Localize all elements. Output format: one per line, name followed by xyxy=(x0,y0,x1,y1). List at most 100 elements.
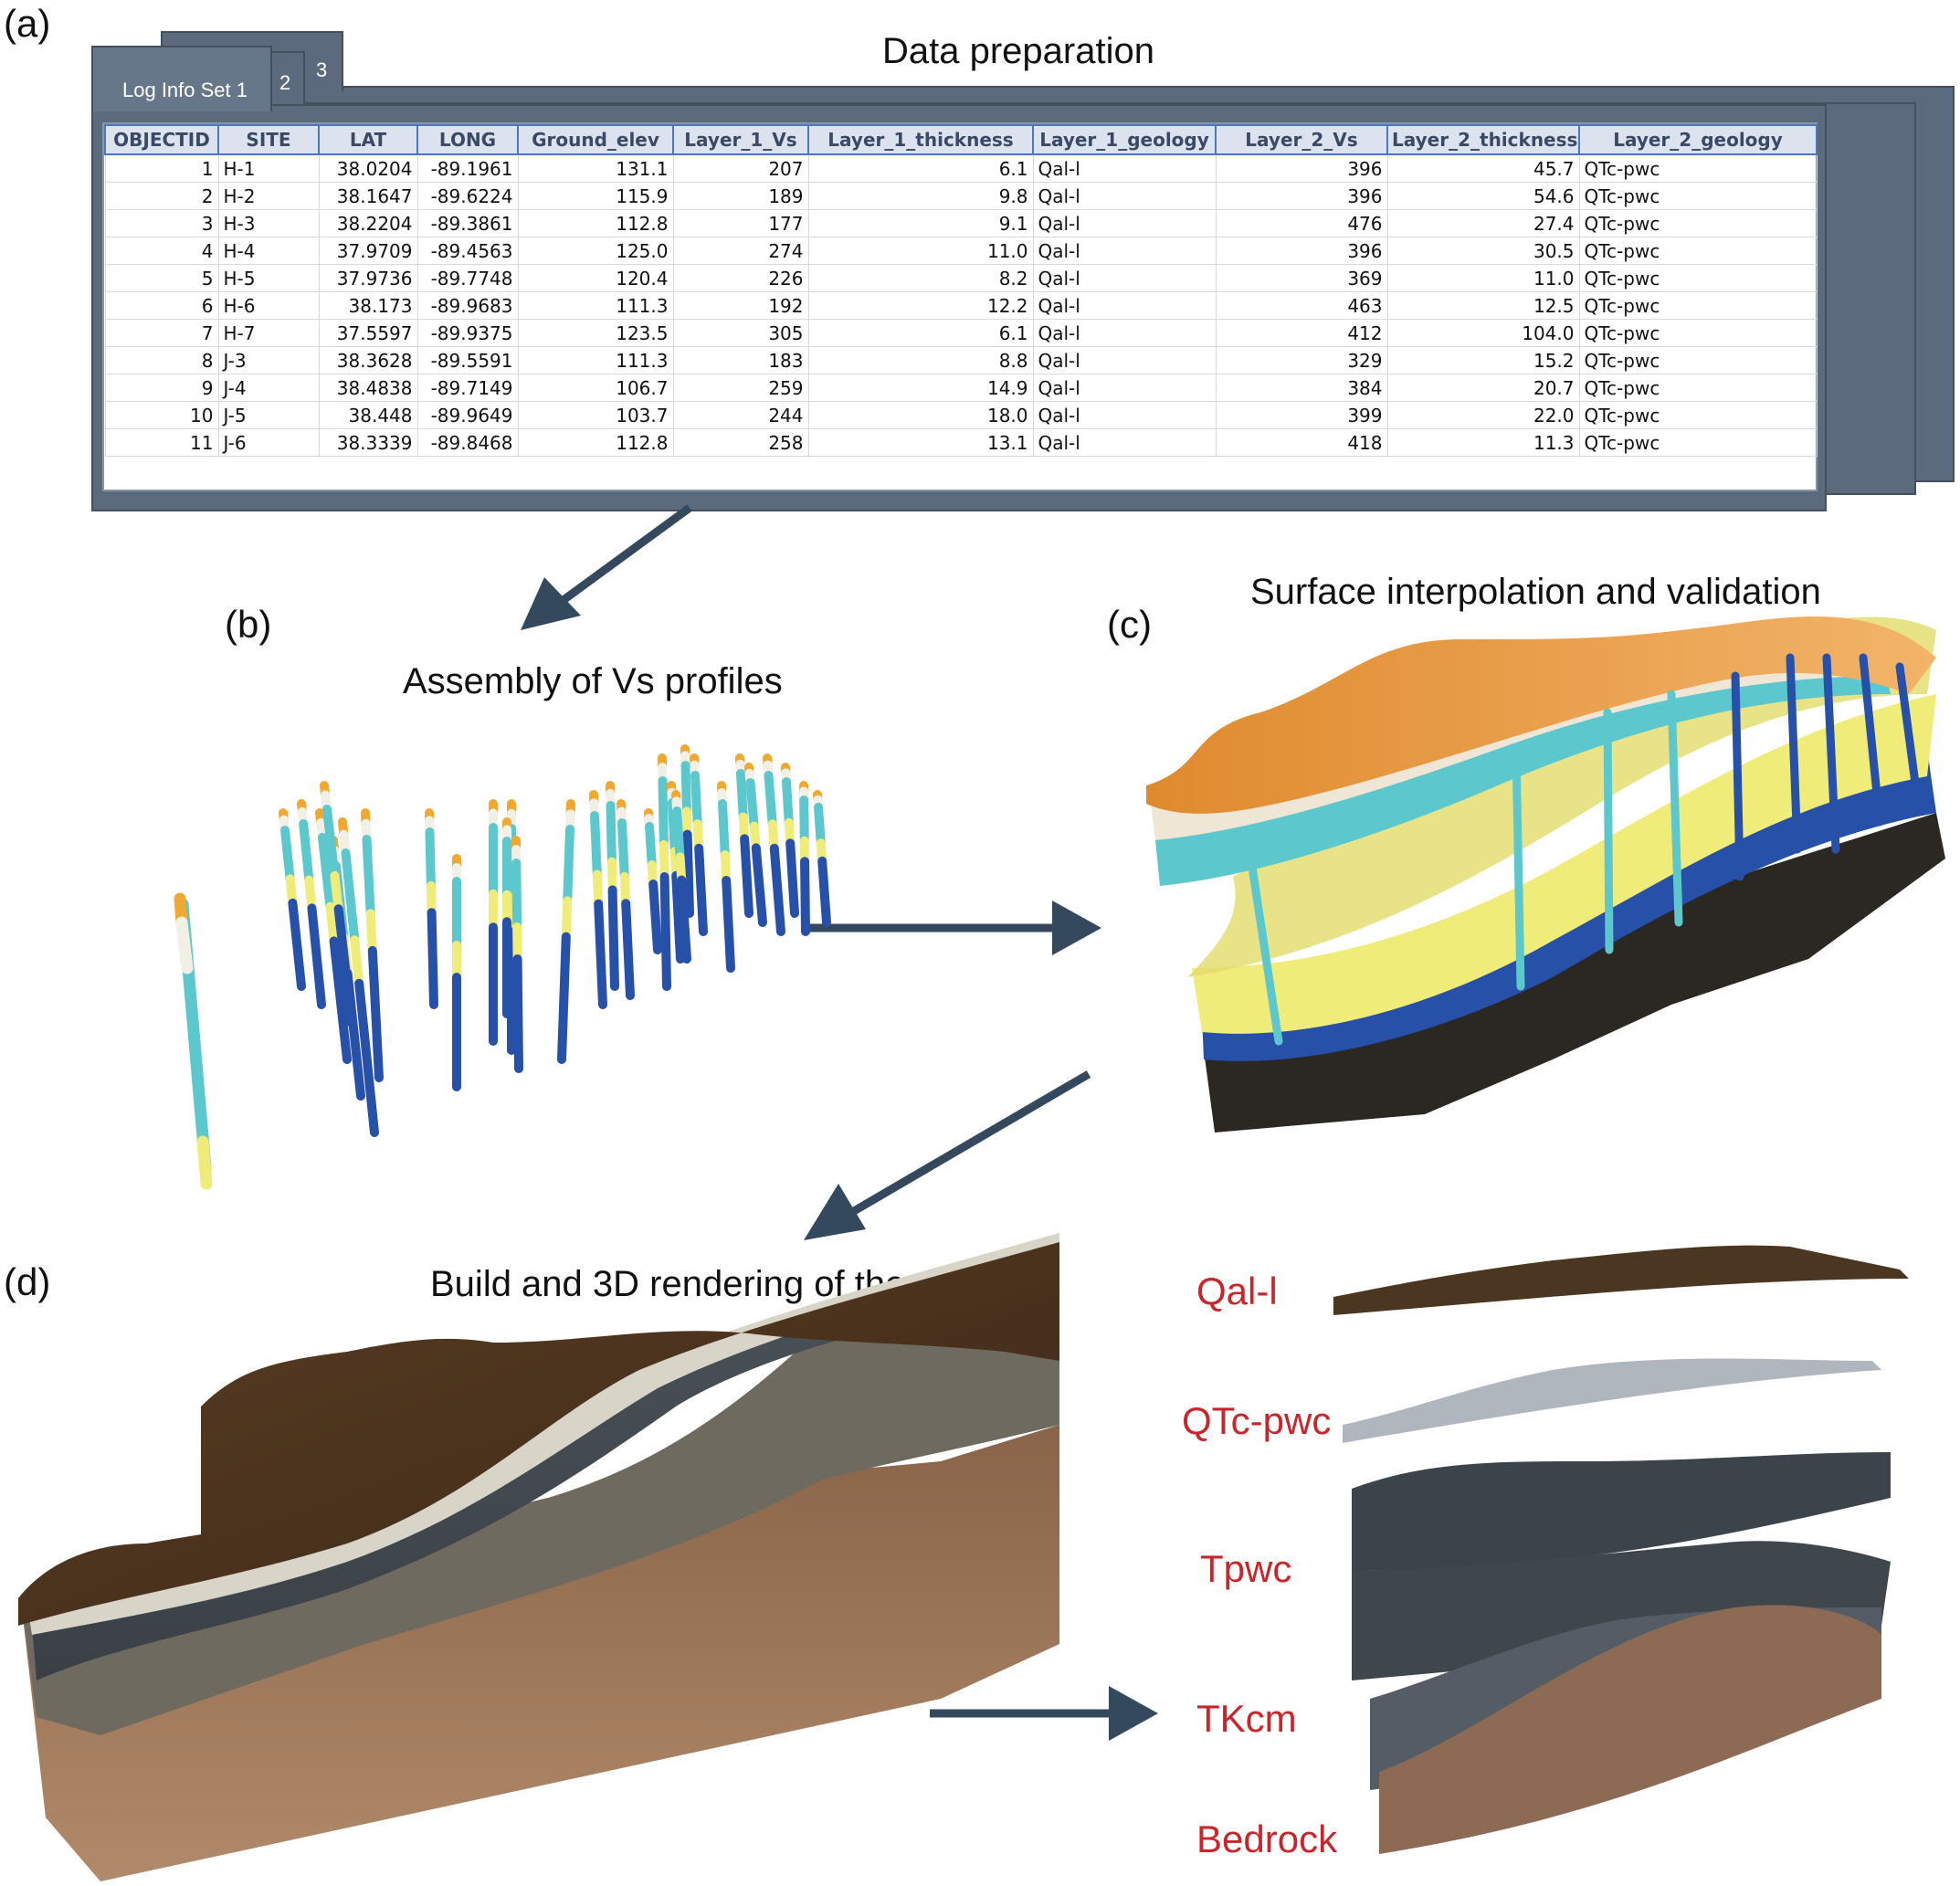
table-cell[interactable]: QTc-pwc xyxy=(1578,319,1818,347)
table-cell[interactable]: 259 xyxy=(672,374,809,402)
table-cell[interactable]: Qal-l xyxy=(1032,182,1217,210)
table-cell[interactable]: 3 xyxy=(104,209,219,237)
table-cell[interactable]: 12.2 xyxy=(807,291,1034,320)
table-cell[interactable]: 177 xyxy=(672,209,809,237)
table-cell[interactable]: 11.0 xyxy=(1386,264,1580,292)
table-cell[interactable]: 274 xyxy=(672,237,809,265)
table-cell[interactable]: 120.4 xyxy=(517,264,674,292)
table-row[interactable]: 5 H-5 37.9736 -89.7748 120.4 226 8.2 Qal-l 369 11… xyxy=(104,264,1818,292)
table-cell[interactable]: 125.0 xyxy=(517,237,674,265)
table-cell[interactable]: 12.5 xyxy=(1386,291,1580,320)
table-cell[interactable]: 6 xyxy=(104,291,219,320)
table-row[interactable]: 6 H-6 38.173 -89.9683 111.3 192 12.2 Qal-l 463 12… xyxy=(104,291,1818,320)
table-row[interactable]: 9 J-4 38.4838 -89.7149 106.7 259 14.9 Qal-l 384 2… xyxy=(104,374,1818,402)
table-row[interactable]: 2 H-2 38.1647 -89.6224 115.9 189 9.8 Qal-l 396 54… xyxy=(104,182,1818,210)
table-cell[interactable]: QTc-pwc xyxy=(1578,428,1818,457)
table-cell[interactable]: 14.9 xyxy=(807,374,1034,402)
column-header[interactable]: Layer_1_thickness xyxy=(807,124,1034,155)
table-cell[interactable]: 396 xyxy=(1215,237,1388,265)
table-cell[interactable]: Qal-l xyxy=(1032,374,1217,402)
table-cell[interactable]: 38.173 xyxy=(318,291,418,320)
table-row[interactable]: 4 H-4 37.9709 -89.4563 125.0 274 11.0 Qal-l 396 3… xyxy=(104,237,1818,265)
column-header[interactable]: Layer_2_Vs xyxy=(1215,124,1388,155)
table-cell[interactable]: J-5 xyxy=(217,401,320,429)
table-row[interactable]: 1 H-1 38.0204 -89.1961 131.1 207 6.1 Qal-l 396 45… xyxy=(104,153,1818,183)
table-cell[interactable]: -89.9375 xyxy=(416,319,519,347)
table-row[interactable]: 8 J-3 38.3628 -89.5591 111.3 183 8.8 Qal-l 329 15… xyxy=(104,346,1818,374)
table-cell[interactable]: 226 xyxy=(672,264,809,292)
table-cell[interactable]: 476 xyxy=(1215,209,1388,237)
table-cell[interactable]: 5 xyxy=(104,264,219,292)
table-cell[interactable]: 305 xyxy=(672,319,809,347)
column-header[interactable]: Layer_2_geology xyxy=(1578,124,1818,155)
table-cell[interactable]: 329 xyxy=(1215,346,1388,374)
table-cell[interactable]: 18.0 xyxy=(807,401,1034,429)
table-cell[interactable]: 37.9709 xyxy=(318,237,418,265)
table-cell[interactable]: -89.8468 xyxy=(416,428,519,457)
table-cell[interactable]: H-4 xyxy=(217,237,320,265)
table-cell[interactable]: -89.6224 xyxy=(416,182,519,210)
column-header[interactable]: Layer_2_thickness xyxy=(1386,124,1580,155)
table-cell[interactable]: 258 xyxy=(672,428,809,457)
column-header[interactable]: SITE xyxy=(217,124,320,155)
table-cell[interactable]: 384 xyxy=(1215,374,1388,402)
column-header[interactable]: Layer_1_geology xyxy=(1032,124,1217,155)
table-cell[interactable]: 38.4838 xyxy=(318,374,418,402)
table-cell[interactable]: QTc-pwc xyxy=(1578,264,1818,292)
table-cell[interactable]: -89.4563 xyxy=(416,237,519,265)
table-cell[interactable]: Qal-l xyxy=(1032,401,1217,429)
table-cell[interactable]: 11.3 xyxy=(1386,428,1580,457)
table-cell[interactable]: J-6 xyxy=(217,428,320,457)
table-cell[interactable]: 7 xyxy=(104,319,219,347)
table-cell[interactable]: 396 xyxy=(1215,153,1388,183)
table-cell[interactable]: Qal-l xyxy=(1032,291,1217,320)
table-cell[interactable]: 8.8 xyxy=(807,346,1034,374)
table-cell[interactable]: -89.9683 xyxy=(416,291,519,320)
table-cell[interactable]: 123.5 xyxy=(517,319,674,347)
table-row[interactable]: 11 J-6 38.3339 -89.8468 112.8 258 13.1 Qal-l 418… xyxy=(104,428,1818,457)
table-cell[interactable]: Qal-l xyxy=(1032,428,1217,457)
table-cell[interactable]: 106.7 xyxy=(517,374,674,402)
table-cell[interactable]: QTc-pwc xyxy=(1578,237,1818,265)
table-cell[interactable]: J-3 xyxy=(217,346,320,374)
table-cell[interactable]: -89.9649 xyxy=(416,401,519,429)
column-header[interactable]: LAT xyxy=(318,124,418,155)
table-cell[interactable]: 399 xyxy=(1215,401,1388,429)
table-cell[interactable]: Qal-l xyxy=(1032,264,1217,292)
table-cell[interactable]: 369 xyxy=(1215,264,1388,292)
column-header[interactable]: OBJECTID xyxy=(104,124,219,155)
table-cell[interactable]: 207 xyxy=(672,153,809,183)
table-cell[interactable]: -89.3861 xyxy=(416,209,519,237)
table-cell[interactable]: 112.8 xyxy=(517,209,674,237)
column-header[interactable]: LONG xyxy=(416,124,519,155)
table-cell[interactable]: 104.0 xyxy=(1386,319,1580,347)
table-cell[interactable]: J-4 xyxy=(217,374,320,402)
table-cell[interactable]: Qal-l xyxy=(1032,319,1217,347)
table-cell[interactable]: 11 xyxy=(104,428,219,457)
table-cell[interactable]: 27.4 xyxy=(1386,209,1580,237)
table-cell[interactable]: 463 xyxy=(1215,291,1388,320)
table-cell[interactable]: QTc-pwc xyxy=(1578,291,1818,320)
column-header[interactable]: Ground_elev xyxy=(517,124,674,155)
table-cell[interactable]: -89.1961 xyxy=(416,153,519,183)
table-cell[interactable]: H-2 xyxy=(217,182,320,210)
table-cell[interactable]: Qal-l xyxy=(1032,209,1217,237)
table-cell[interactable]: 111.3 xyxy=(517,291,674,320)
table-cell[interactable]: -89.7149 xyxy=(416,374,519,402)
tab-log-info-set-1[interactable]: Log Info Set 1 xyxy=(91,46,272,111)
table-cell[interactable]: 8 xyxy=(104,346,219,374)
table-cell[interactable]: 9.1 xyxy=(807,209,1034,237)
table-cell[interactable]: 38.1647 xyxy=(318,182,418,210)
table-cell[interactable]: 38.3339 xyxy=(318,428,418,457)
table-cell[interactable]: 13.1 xyxy=(807,428,1034,457)
table-cell[interactable]: QTc-pwc xyxy=(1578,374,1818,402)
table-cell[interactable]: 45.7 xyxy=(1386,153,1580,183)
table-cell[interactable]: 30.5 xyxy=(1386,237,1580,265)
table-cell[interactable]: -89.5591 xyxy=(416,346,519,374)
column-header[interactable]: Layer_1_Vs xyxy=(672,124,809,155)
table-cell[interactable]: 112.8 xyxy=(517,428,674,457)
table-cell[interactable]: 418 xyxy=(1215,428,1388,457)
table-cell[interactable]: H-5 xyxy=(217,264,320,292)
table-cell[interactable]: Qal-l xyxy=(1032,237,1217,265)
table-cell[interactable]: 15.2 xyxy=(1386,346,1580,374)
